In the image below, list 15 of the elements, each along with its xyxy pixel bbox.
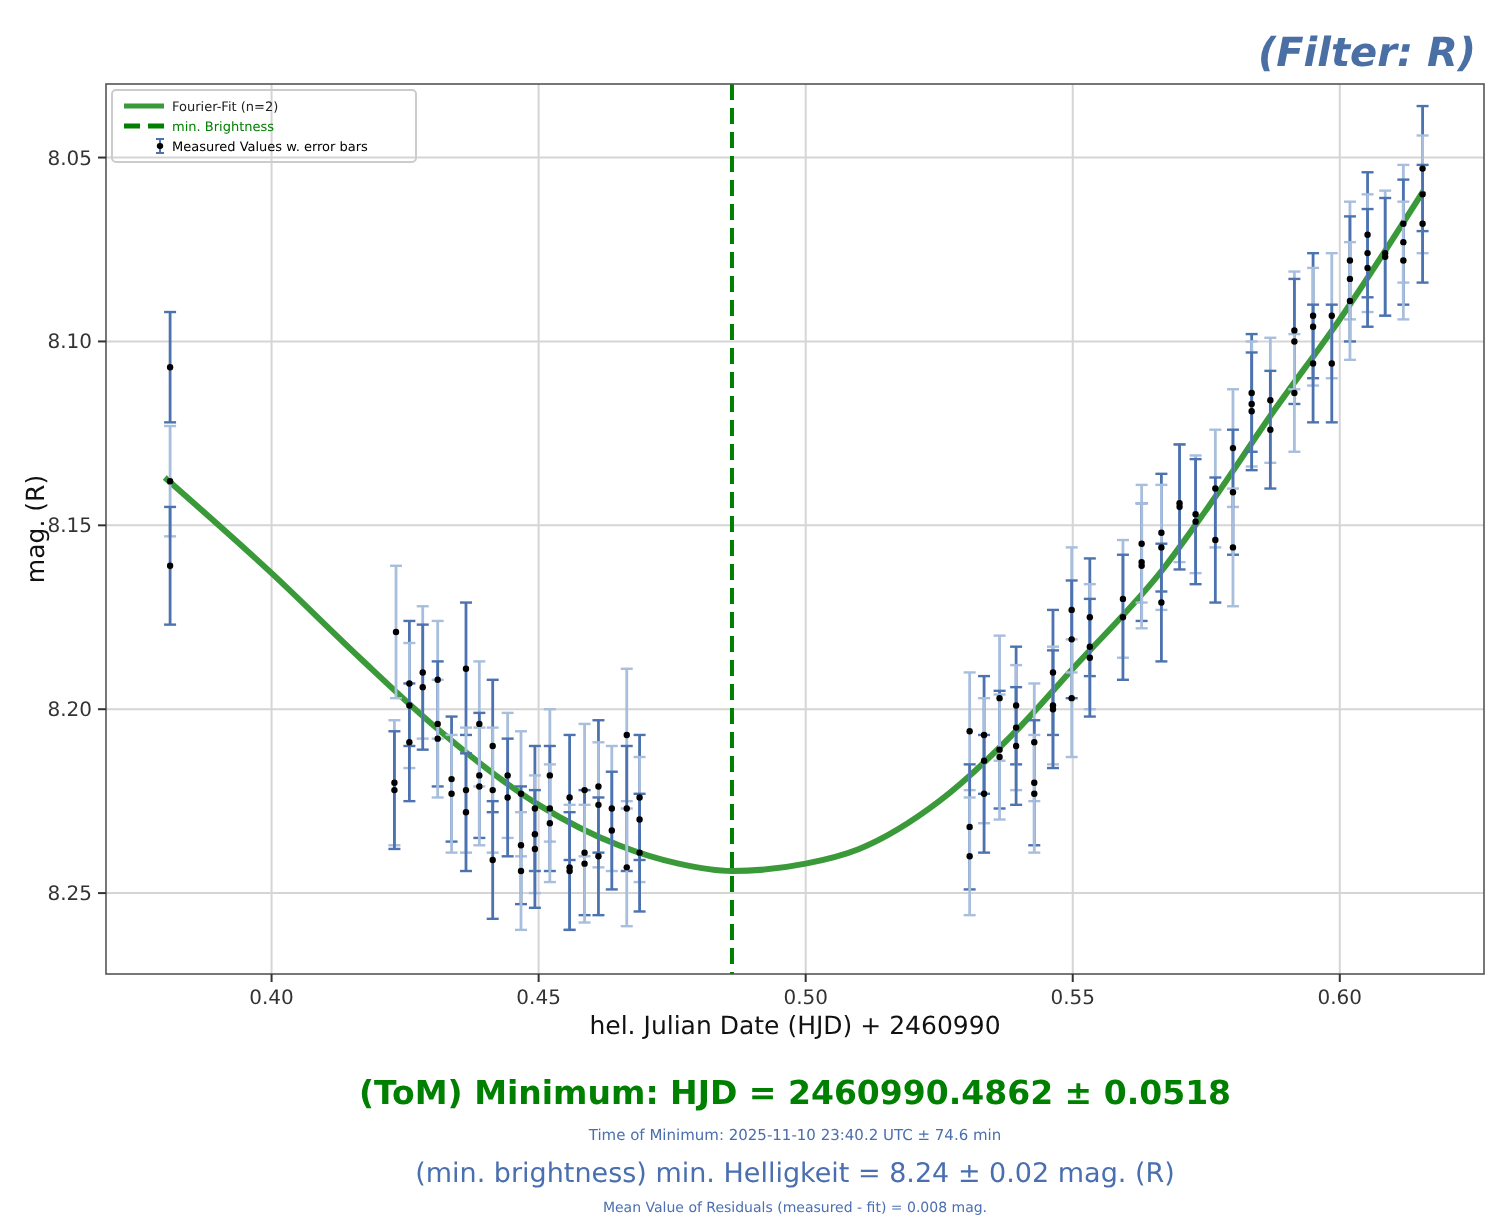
x-tick-label: 0.55: [1050, 988, 1095, 1010]
y-axis-title: mag. (R): [20, 474, 50, 584]
text: (min. brightness) min. Helligkeit = 8.24 ± 0.02 mag. (R): [415, 1158, 1175, 1190]
x-tick-label: 0.45: [516, 988, 561, 1010]
x-tick-label: 0.50: [783, 988, 828, 1010]
text: (ToM) Minimum: HJD = 2460990.4862 ± 0.0518: [358, 1074, 1232, 1112]
y-tick-label: 8.05: [47, 148, 92, 171]
chart-title: (Filter: R): [1257, 28, 1476, 76]
x-tick-label: 0.60: [1317, 988, 1363, 1010]
x-tick-label: 0.40: [249, 988, 294, 1010]
y-tick-label: 8.15: [47, 516, 92, 539]
y-tick-label: 8.20: [47, 700, 92, 723]
x-axis-title: hel. Julian Date (HJD) + 2460990: [589, 1010, 1001, 1040]
y-tick-label: 8.25: [47, 884, 92, 907]
y-tick-label: 8.10: [47, 332, 92, 355]
